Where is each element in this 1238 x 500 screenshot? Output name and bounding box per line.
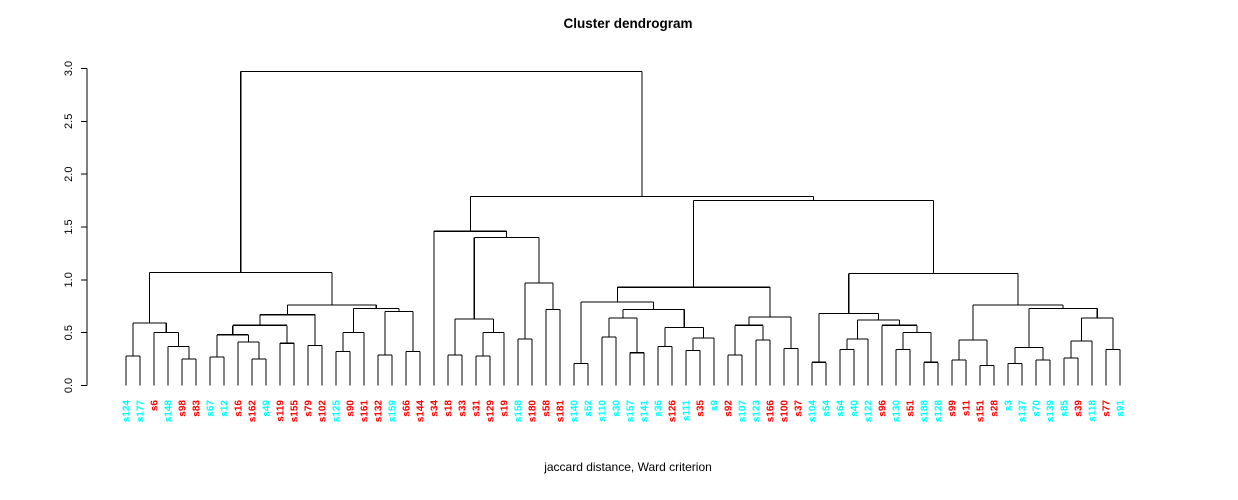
leaf-label: s125 (332, 400, 343, 423)
leaf-label: s51 (906, 400, 917, 417)
leaf-label: s31 (472, 400, 483, 417)
leaf-label: s180 (528, 400, 539, 423)
leaf-label: s18 (444, 400, 455, 417)
leaf-label: s77 (1102, 400, 1113, 417)
leaf-label: s104 (808, 400, 819, 423)
leaf-label: s58 (542, 400, 553, 417)
chart-title: Cluster dendrogram (563, 16, 693, 31)
leaf-label: s91 (1116, 400, 1127, 417)
leaf-label: s98 (178, 400, 189, 417)
leaf-label: s132 (374, 400, 385, 423)
leaf-label: s155 (290, 400, 301, 423)
leaf-label: s141 (640, 400, 651, 423)
leaf-label: s99 (948, 400, 959, 417)
y-axis-tick-label: 2.5 (63, 114, 75, 129)
leaf-label: s144 (416, 400, 427, 423)
leaf-label: s28 (990, 400, 1001, 417)
y-axis-tick-label: 3.0 (63, 61, 75, 76)
leaf-label: s16 (234, 400, 245, 417)
leaf-label: s102 (318, 400, 329, 423)
leaf-label: s162 (248, 400, 259, 423)
leaf-label: s126 (668, 400, 679, 423)
leaf-label: s118 (1088, 400, 1099, 422)
leaf-label: s151 (976, 400, 987, 423)
leaf-label: s39 (1074, 400, 1085, 417)
leaf-label: s36 (654, 400, 665, 417)
y-axis-tick-label: 0.0 (63, 378, 75, 393)
leaf-label: s140 (570, 400, 581, 423)
leaf-label: s130 (892, 400, 903, 423)
y-axis-tick-label: 0.5 (63, 325, 75, 340)
leaf-label: s128 (934, 400, 945, 423)
leaf-label: s119 (276, 400, 287, 422)
y-axis-tick-label: 1.5 (63, 219, 75, 234)
leaf-label: s85 (1060, 400, 1071, 417)
leaf-label: s124 (122, 400, 133, 423)
leaf-label: s12 (220, 400, 231, 417)
leaf-label: s96 (878, 400, 889, 417)
leaf-label: s159 (388, 400, 399, 423)
leaf-label: s33 (458, 400, 469, 417)
leaf-label: s188 (920, 400, 931, 423)
leaf-label: s83 (192, 400, 203, 417)
leaf-label: s129 (486, 400, 497, 423)
leaf-label: s6 (150, 400, 161, 412)
leaf-label: s66 (402, 400, 413, 417)
leaf-label: s54 (822, 400, 833, 417)
leaf-label: s123 (752, 400, 763, 423)
leaf-label: s90 (346, 400, 357, 417)
leaf-label: s161 (360, 400, 371, 423)
y-axis-tick-label: 1.0 (63, 272, 75, 287)
leaf-label: s37 (794, 400, 805, 417)
leaf-label: s49 (262, 400, 273, 417)
leaf-label: s79 (304, 400, 315, 417)
leaf-label: s70 (1032, 400, 1043, 417)
leaf-label: s92 (724, 400, 735, 417)
leaf-label: s177 (136, 400, 147, 423)
y-axis-tick-label: 2.0 (63, 167, 75, 182)
leaf-label: s122 (864, 400, 875, 423)
leaf-label: s40 (850, 400, 861, 417)
leaf-label: s157 (626, 400, 637, 423)
leaf-label: s107 (738, 400, 749, 423)
leaf-label: s139 (1046, 400, 1057, 423)
x-axis-label: jaccard distance, Ward criterion (544, 460, 712, 474)
leaf-label: s100 (780, 400, 791, 423)
leaf-label: s181 (556, 400, 567, 423)
leaf-label: s30 (612, 400, 623, 417)
leaf-label: s19 (500, 400, 511, 417)
leaf-label: s34 (430, 400, 441, 417)
leaf-label: s11 (962, 400, 973, 417)
leaf-label: s52 (584, 400, 595, 417)
leaf-label: s111 (682, 400, 693, 422)
leaf-label: s158 (514, 400, 525, 423)
leaf-label: s137 (1018, 400, 1029, 423)
leaf-label: s35 (696, 400, 707, 417)
leaf-label: s166 (766, 400, 777, 423)
leaf-label: s64 (836, 400, 847, 417)
leaf-label: s110 (598, 400, 609, 422)
leaf-label: s3 (1004, 400, 1015, 412)
leaf-label: s148 (164, 400, 175, 423)
leaf-label: s67 (206, 400, 217, 417)
leaf-label: s9 (710, 400, 721, 412)
